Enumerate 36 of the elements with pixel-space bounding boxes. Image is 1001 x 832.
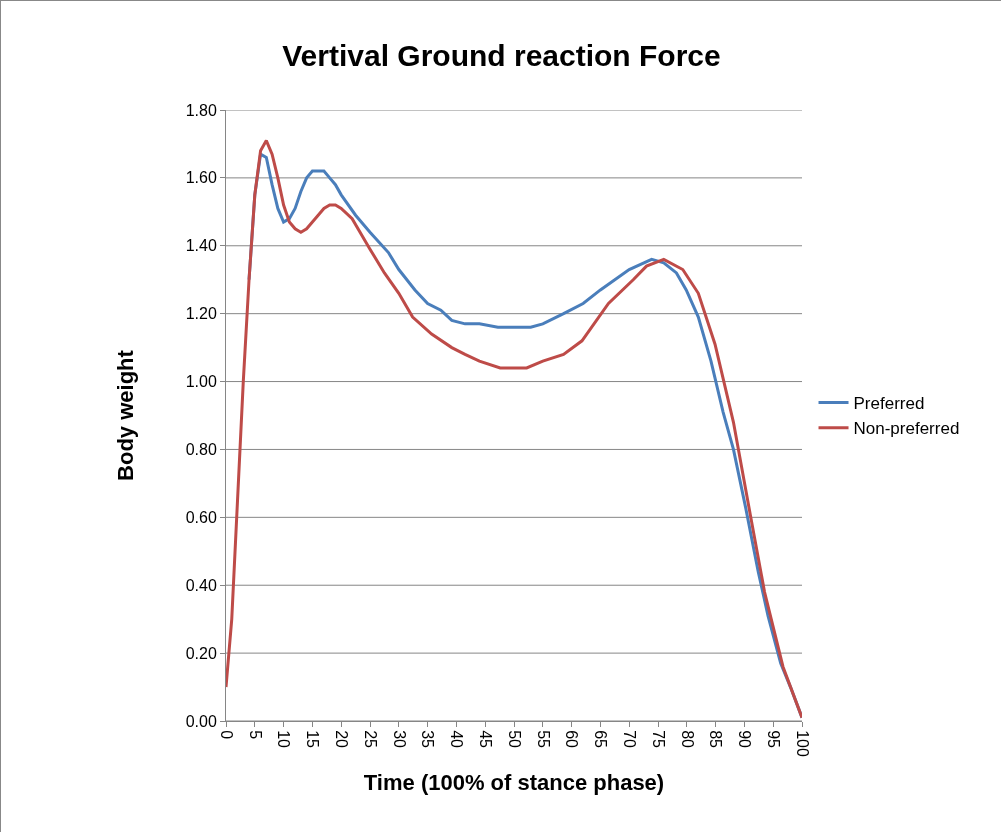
x-tick-label: 20 <box>333 730 350 749</box>
x-tick-label: 100 <box>793 730 811 757</box>
x-tick-label: 75 <box>649 730 667 749</box>
x-tick-label: 15 <box>304 730 322 749</box>
x-tick-label: 65 <box>592 730 610 749</box>
x-tick-label: 55 <box>534 730 552 749</box>
y-tick-label: 1.40 <box>185 237 217 255</box>
x-tick-label: 80 <box>678 730 696 749</box>
x-tick-label: 40 <box>448 730 466 749</box>
legend-label: Non-preferred <box>853 419 960 439</box>
y-tick-label: 0.00 <box>185 712 217 730</box>
y-tick-label: 1.60 <box>185 169 217 187</box>
x-tick-label: 10 <box>275 730 293 749</box>
x-tick-label: 90 <box>736 730 754 749</box>
x-tick-label: 30 <box>390 730 408 749</box>
chart-title: Vertival Ground reaction Force <box>282 38 721 72</box>
y-tick-label: 1.20 <box>185 305 217 323</box>
y-tick-label: 0.20 <box>185 644 217 662</box>
y-tick-label: 0.40 <box>185 576 217 594</box>
x-tick-label: 85 <box>707 730 725 749</box>
y-tick-label: 1.80 <box>185 101 217 119</box>
x-tick-label: 0 <box>217 730 235 740</box>
x-tick-label: 70 <box>621 730 638 749</box>
x-tick-label: 95 <box>765 730 782 749</box>
legend-label: Preferred <box>853 394 925 414</box>
y-tick-label: 0.80 <box>185 441 217 459</box>
y-tick-label: 1.00 <box>185 373 217 391</box>
x-tick-label: 5 <box>246 730 264 740</box>
y-axis-title: Body weight <box>113 349 139 481</box>
x-tick-label: 60 <box>563 730 581 749</box>
x-tick-label: 50 <box>505 730 523 749</box>
y-tick-label: 0.60 <box>185 508 217 526</box>
x-axis-title: Time (100% of stance phase) <box>363 769 665 795</box>
x-tick-label: 35 <box>419 730 437 749</box>
x-tick-label: 45 <box>477 730 494 749</box>
x-tick-label: 25 <box>361 730 379 749</box>
